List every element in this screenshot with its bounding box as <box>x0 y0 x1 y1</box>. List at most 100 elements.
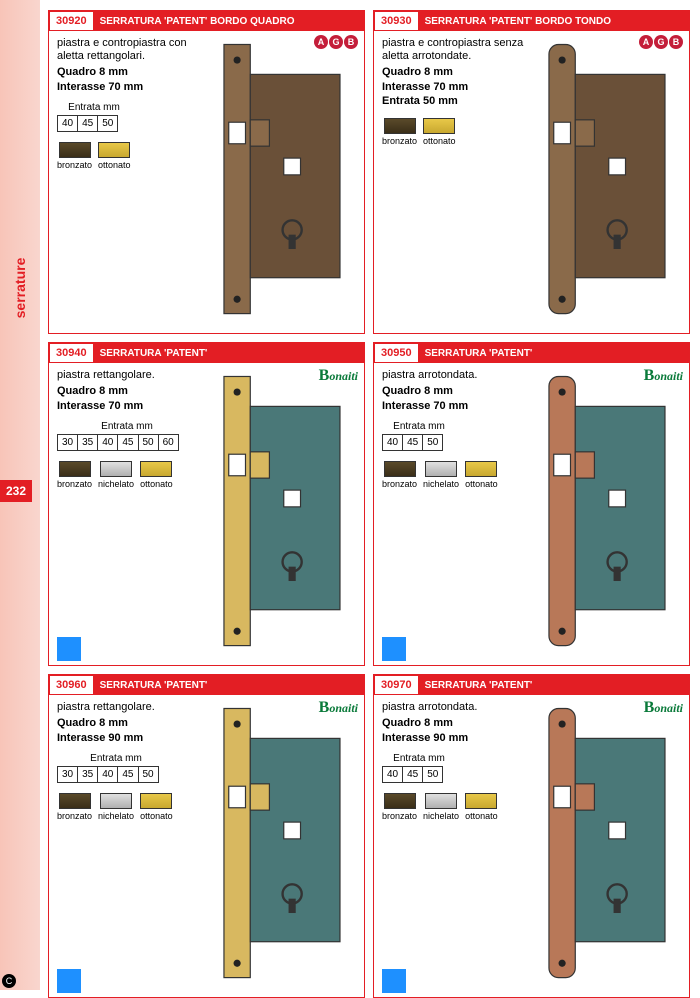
entrata-block: Entrata mm 303540455060 <box>57 421 212 451</box>
entrata-cell: 40 <box>58 116 78 131</box>
entrata-label: Entrata mm <box>57 102 131 113</box>
sidebar: serrature 232 C <box>0 0 40 990</box>
finishes-row: bronzato ottonato <box>57 142 212 170</box>
blue-badge-icon <box>57 637 81 661</box>
finish-label: bronzato <box>57 811 92 821</box>
entrata-block: Entrata mm 404550 <box>57 102 212 132</box>
entrata-label: Entrata mm <box>382 753 456 764</box>
finish-label: ottonato <box>98 160 131 170</box>
section-label: serrature <box>12 258 28 319</box>
finish-label: ottonato <box>140 811 173 821</box>
finishes-row: bronzato nichelato ottonato <box>57 461 212 489</box>
card-row: 30920 SERRATURA 'PATENT' BORDO QUADRO AG… <box>48 10 690 334</box>
card-info: piastra e contropiastra senza aletta arr… <box>382 37 537 327</box>
entrata-cell: 35 <box>78 767 98 782</box>
card-info: piastra rettangolare. Quadro 8 mm Intera… <box>57 701 212 991</box>
card-row: 30940 SERRATURA 'PATENT' Bonaiti piastra… <box>48 342 690 666</box>
entrata-table: 303540455060 <box>57 434 179 451</box>
product-desc: piastra rettangolare. <box>57 369 212 382</box>
product-card-30960: 30960 SERRATURA 'PATENT' Bonaiti piastra… <box>48 674 365 998</box>
spec-line: Interasse 70 mm <box>382 399 537 413</box>
finish-bronzato: bronzato <box>382 461 417 489</box>
spec-line: Quadro 8 mm <box>57 65 212 79</box>
card-body: Bonaiti piastra arrotondata. Quadro 8 mm… <box>374 695 689 997</box>
finish-label: bronzato <box>382 811 417 821</box>
entrata-cell: 45 <box>118 767 138 782</box>
entrata-cell: 45 <box>118 435 138 450</box>
finish-label: nichelato <box>98 811 134 821</box>
product-card-30940: 30940 SERRATURA 'PATENT' Bonaiti piastra… <box>48 342 365 666</box>
swatch <box>59 793 91 809</box>
finish-label: nichelato <box>423 479 459 489</box>
swatch <box>384 793 416 809</box>
blue-badge-icon <box>382 637 406 661</box>
swatch <box>140 793 172 809</box>
card-body: Bonaiti piastra arrotondata. Quadro 8 mm… <box>374 363 689 665</box>
finish-ottonato: ottonato <box>140 461 173 489</box>
finish-nichelato: nichelato <box>423 461 459 489</box>
card-body: Bonaiti piastra rettangolare. Quadro 8 m… <box>49 695 364 997</box>
finish-label: bronzato <box>57 160 92 170</box>
product-card-30930: 30930 SERRATURA 'PATENT' BORDO TONDO AGB… <box>373 10 690 334</box>
entrata-block: Entrata mm 3035404550 <box>57 753 212 783</box>
product-image <box>212 369 356 659</box>
finish-label: bronzato <box>382 136 417 146</box>
entrata-block: Entrata mm 404550 <box>382 421 537 451</box>
entrata-cell: 30 <box>58 435 78 450</box>
finish-bronzato: bronzato <box>57 461 92 489</box>
finish-bronzato: bronzato <box>382 793 417 821</box>
entrata-cell: 30 <box>58 767 78 782</box>
product-code: 30950 <box>374 343 419 363</box>
card-header: 30920 SERRATURA 'PATENT' BORDO QUADRO <box>49 11 364 31</box>
entrata-cell: 50 <box>423 435 442 450</box>
product-card-30920: 30920 SERRATURA 'PATENT' BORDO QUADRO AG… <box>48 10 365 334</box>
lock-illustration <box>537 37 681 327</box>
card-header: 30950 SERRATURA 'PATENT' <box>374 343 689 363</box>
product-image <box>212 37 356 327</box>
card-header: 30940 SERRATURA 'PATENT' <box>49 343 364 363</box>
lock-illustration <box>537 369 681 659</box>
entrata-cell: 45 <box>78 116 98 131</box>
entrata-label: Entrata mm <box>57 753 175 764</box>
finish-nichelato: nichelato <box>423 793 459 821</box>
entrata-cell: 45 <box>403 767 423 782</box>
entrata-single: Entrata 50 mm <box>382 94 537 108</box>
product-desc: piastra arrotondata. <box>382 701 537 714</box>
swatch <box>425 793 457 809</box>
card-body: AGB piastra e contropiastra con aletta r… <box>49 31 364 333</box>
spec-line: Quadro 8 mm <box>57 384 212 398</box>
entrata-cell: 60 <box>159 435 178 450</box>
finish-ottonato: ottonato <box>140 793 173 821</box>
entrata-label: Entrata mm <box>382 421 456 432</box>
product-card-30970: 30970 SERRATURA 'PATENT' Bonaiti piastra… <box>373 674 690 998</box>
spec-line: Quadro 8 mm <box>382 716 537 730</box>
spec-line: Quadro 8 mm <box>382 65 537 79</box>
card-info: piastra e contropiastra con aletta retta… <box>57 37 212 327</box>
catalog-page: serrature 232 C 30920 SERRATURA 'PATENT'… <box>0 0 700 990</box>
finish-bronzato: bronzato <box>57 142 92 170</box>
finish-label: bronzato <box>382 479 417 489</box>
swatch <box>59 142 91 158</box>
finishes-row: bronzato nichelato ottonato <box>382 793 537 821</box>
product-title: SERRATURA 'PATENT' <box>94 675 214 695</box>
entrata-table: 404550 <box>382 766 443 783</box>
finish-label: ottonato <box>423 136 456 146</box>
finishes-row: bronzato nichelato ottonato <box>382 461 537 489</box>
spec-line: Interasse 90 mm <box>382 731 537 745</box>
product-desc: piastra e contropiastra con aletta retta… <box>57 37 212 63</box>
entrata-cell: 50 <box>423 767 442 782</box>
card-info: piastra arrotondata. Quadro 8 mm Interas… <box>382 701 537 991</box>
product-code: 30940 <box>49 343 94 363</box>
product-image <box>537 37 681 327</box>
swatch <box>98 142 130 158</box>
finishes-row: bronzato ottonato <box>382 118 537 146</box>
swatch <box>423 118 455 134</box>
card-header: 30930 SERRATURA 'PATENT' BORDO TONDO <box>374 11 689 31</box>
finish-label: nichelato <box>423 811 459 821</box>
card-row: 30960 SERRATURA 'PATENT' Bonaiti piastra… <box>48 674 690 998</box>
product-title: SERRATURA 'PATENT' <box>94 343 214 363</box>
entrata-block: Entrata mm 404550 <box>382 753 537 783</box>
product-title: SERRATURA 'PATENT' BORDO TONDO <box>419 11 617 31</box>
entrata-cell: 40 <box>383 435 403 450</box>
product-code: 30960 <box>49 675 94 695</box>
